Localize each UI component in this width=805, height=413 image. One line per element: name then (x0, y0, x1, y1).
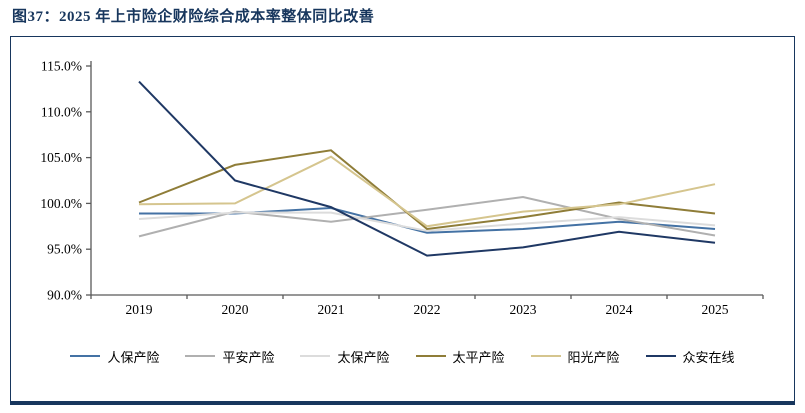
series-line (138, 155, 716, 228)
legend-item: 太平产险 (415, 347, 505, 366)
legend-label: 人保产险 (107, 349, 160, 365)
line-chart-svg: 115.0% 110.0% 105.0% 100.0% 95.0% 90.0% 2019 20… (40, 59, 764, 317)
x-tick-label: 2025 (702, 302, 729, 317)
y-tick-label: 115.0% (41, 59, 82, 74)
legend-label: 众安在线 (682, 349, 735, 365)
x-tick-label: 2023 (510, 302, 537, 317)
legend-item: 众安在线 (645, 347, 735, 366)
legend-swatch (530, 355, 561, 357)
y-tick-label: 95.0% (47, 242, 82, 257)
y-tick-label: 105.0% (40, 150, 82, 165)
legend-item: 太保产险 (300, 347, 390, 366)
legend-item: 平安产险 (185, 347, 274, 366)
legend-swatch (645, 355, 676, 357)
legend-swatch (300, 355, 331, 357)
x-tick-label: 2020 (222, 302, 249, 317)
x-tick-label: 2022 (414, 302, 441, 317)
figure-title: 图37：2025 年上市险企财险综合成本率整体同比改善 (12, 9, 375, 25)
series-line (138, 211, 716, 232)
legend-item: 阳光产险 (530, 347, 620, 366)
y-tick-label: 90.0% (47, 288, 82, 303)
series-line (138, 149, 716, 231)
y-tick-label: 100.0% (40, 196, 82, 211)
series-line (138, 80, 716, 257)
legend-label: 平安产险 (222, 349, 275, 365)
x-tick-label: 2021 (318, 302, 345, 317)
x-tick-label: 2019 (126, 302, 153, 317)
legend-label: 阳光产险 (567, 349, 620, 365)
legend-item: 人保产险 (70, 347, 159, 366)
legend-swatch (70, 355, 101, 357)
x-tick-label: 2024 (606, 302, 633, 317)
y-tick-label: 110.0% (41, 104, 82, 119)
chart-panel: 115.0% 110.0% 105.0% 100.0% 95.0% 90.0% 2019 20… (10, 36, 795, 405)
legend-label: 太保产险 (337, 349, 390, 365)
legend-swatch (415, 355, 446, 357)
legend-swatch (185, 355, 216, 357)
legend-label: 太平产险 (452, 349, 505, 365)
legend: 人保产险 平安产险 太保产险 太平产险 阳光产险 众安在线 (11, 343, 794, 369)
